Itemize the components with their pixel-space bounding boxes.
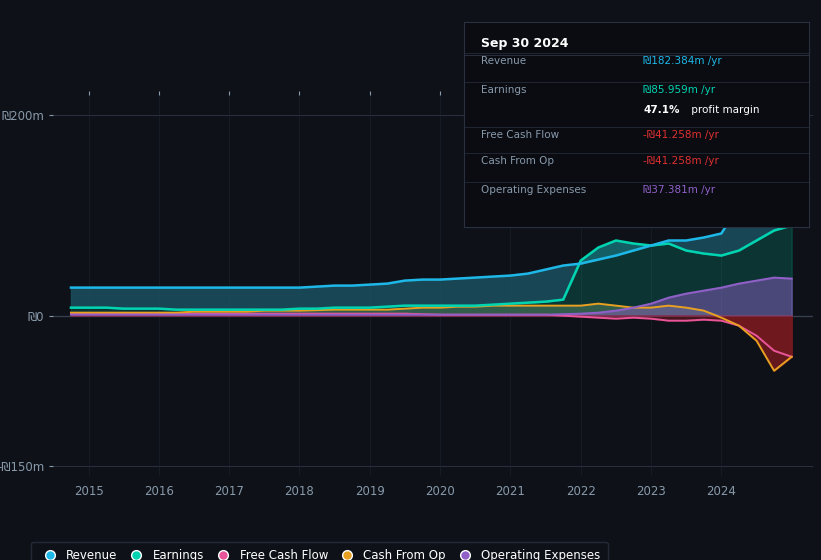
Text: ₪37.381m /yr: ₪37.381m /yr: [643, 185, 715, 195]
Text: 47.1%: 47.1%: [643, 105, 680, 115]
Text: Free Cash Flow: Free Cash Flow: [481, 130, 559, 139]
Text: profit margin: profit margin: [688, 105, 759, 115]
Text: -₪41.258m /yr: -₪41.258m /yr: [643, 130, 719, 139]
Text: ₪182.384m /yr: ₪182.384m /yr: [643, 56, 722, 66]
Text: ₪85.959m /yr: ₪85.959m /yr: [643, 85, 715, 95]
Text: Sep 30 2024: Sep 30 2024: [481, 37, 569, 50]
Text: Cash From Op: Cash From Op: [481, 156, 554, 166]
Text: -₪41.258m /yr: -₪41.258m /yr: [643, 156, 719, 166]
Text: Operating Expenses: Operating Expenses: [481, 185, 586, 195]
Text: Earnings: Earnings: [481, 85, 526, 95]
Text: Revenue: Revenue: [481, 56, 526, 66]
Legend: Revenue, Earnings, Free Cash Flow, Cash From Op, Operating Expenses: Revenue, Earnings, Free Cash Flow, Cash …: [30, 542, 608, 560]
